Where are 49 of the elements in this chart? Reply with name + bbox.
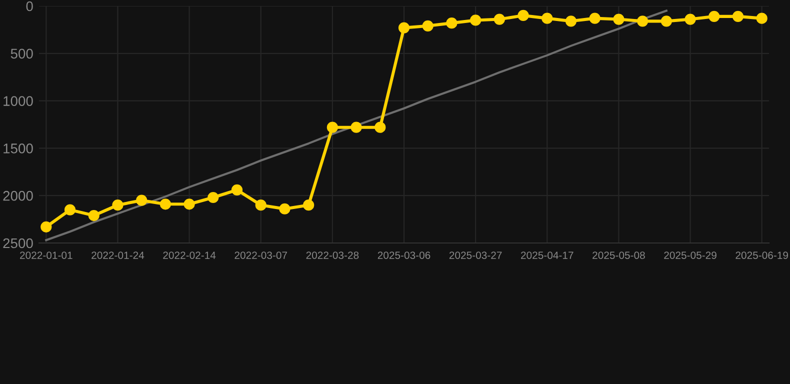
point — [470, 14, 482, 26]
x-tick-label: 2025-03-27 — [449, 252, 502, 259]
x-tick-label: 2022-02-14 — [163, 252, 216, 259]
y-tick-label: 1000 — [4, 96, 33, 106]
x-tick-label: 2025-05-08 — [592, 252, 645, 259]
point — [494, 14, 505, 25]
point — [350, 122, 362, 133]
point — [326, 122, 338, 133]
x-tick-label: 2022-03-28 — [306, 252, 359, 259]
point — [40, 221, 52, 232]
point — [708, 10, 720, 22]
point — [136, 194, 148, 206]
point — [279, 203, 290, 214]
point — [208, 192, 219, 204]
point — [660, 16, 672, 27]
point — [542, 12, 553, 24]
point — [112, 200, 124, 211]
point — [565, 16, 577, 27]
point — [589, 12, 600, 24]
x-tick-label: 2022-01-24 — [92, 252, 144, 259]
point — [684, 14, 696, 25]
y-tick-label: 0 — [26, 1, 33, 12]
point — [184, 198, 195, 210]
x-tick-label: 2025-06-19 — [736, 252, 788, 259]
point — [88, 210, 100, 222]
point — [422, 20, 434, 32]
point — [374, 122, 386, 133]
x-tick-label: 2022-03-07 — [234, 252, 287, 259]
x-tick-label: 2025-05-29 — [664, 252, 716, 259]
y-tick-label: 1500 — [4, 144, 33, 154]
point — [732, 10, 744, 22]
line-series — [45, 10, 668, 242]
point — [756, 12, 768, 24]
x-tick-label: 2025-04-17 — [521, 252, 574, 259]
point — [398, 22, 410, 34]
y-tick-label: 500 — [10, 48, 33, 59]
point — [303, 200, 314, 211]
point — [637, 16, 648, 27]
point — [231, 184, 243, 196]
point — [160, 198, 171, 210]
point — [64, 204, 76, 216]
point — [255, 200, 266, 211]
y-tick-label: 2000 — [3, 190, 33, 201]
x-tick-label: 2022-01-01 — [20, 252, 72, 259]
point — [613, 14, 624, 25]
point — [446, 18, 458, 29]
point — [518, 10, 529, 22]
x-tick-label: 2025-03-06 — [378, 252, 430, 259]
y-tick-label: 2500 — [3, 238, 33, 248]
